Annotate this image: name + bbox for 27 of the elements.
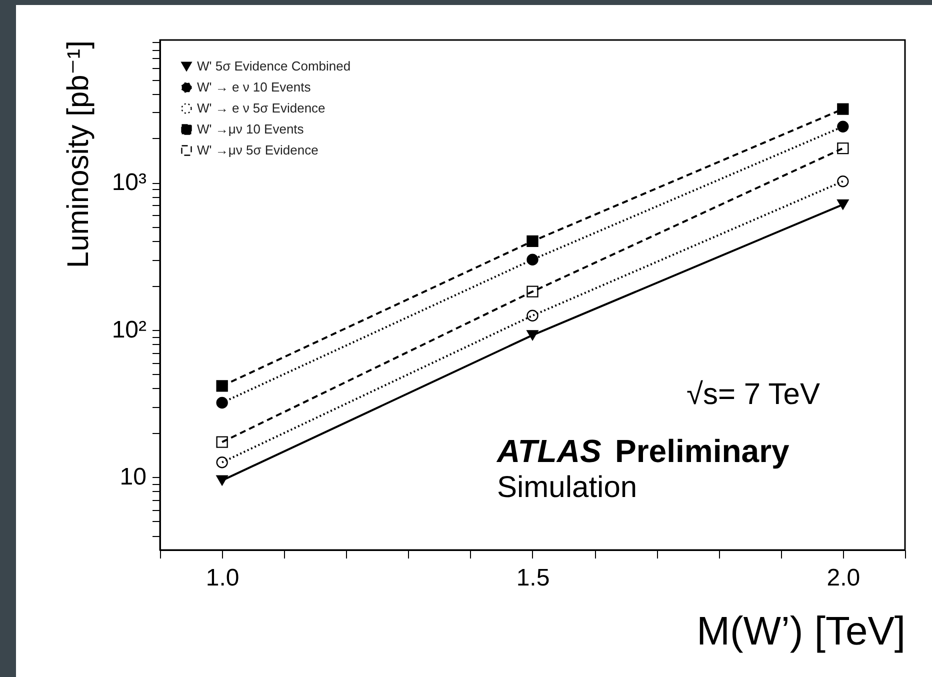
y-tick-label: 10²: [112, 316, 147, 344]
x-tick-label: 1.5: [516, 564, 550, 592]
y-tick-label: 10³: [112, 169, 147, 196]
point: [837, 103, 849, 115]
x-tick-label: 2.0: [826, 564, 860, 592]
annotation: Simulation: [497, 471, 638, 504]
legend-label: W' → e ν 5σ Evidence: [197, 100, 326, 116]
x-tick-label: 1.0: [206, 564, 240, 592]
point: [837, 176, 849, 188]
point: [526, 254, 538, 266]
y-axis-title: Luminosity [pb⁻¹]: [62, 40, 95, 268]
point: [216, 396, 228, 409]
point: [526, 235, 538, 248]
legend-label: W' →μν 5σ Evidence: [197, 142, 318, 158]
annotation: √s= 7 TeV: [686, 378, 820, 411]
legend-label: W' →μν 10 Events: [197, 122, 304, 136]
y-tick-label: 10: [120, 464, 146, 491]
x-axis-title: M(W’) [TeV]: [696, 610, 906, 654]
point: [837, 120, 849, 132]
legend-label: W' → e ν 10 Events: [197, 80, 312, 94]
point: [526, 310, 538, 322]
point: [216, 380, 228, 392]
point: [837, 142, 849, 154]
point: [837, 199, 849, 210]
legend-label: W' 5σ Evidence Combined: [197, 58, 351, 74]
annotation: ATLAS Preliminary: [496, 433, 790, 469]
point: [216, 456, 228, 468]
